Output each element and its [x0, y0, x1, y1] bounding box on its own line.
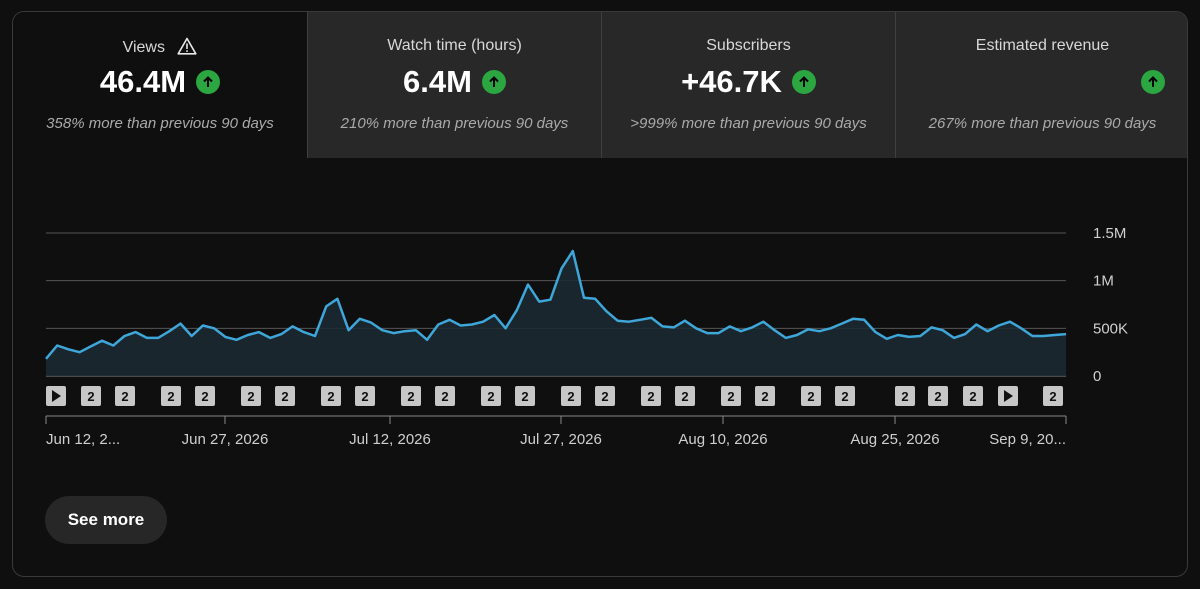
x-tick-label: Jul 12, 2026 [349, 431, 431, 448]
tab-estimated-revenue[interactable]: Estimated revenue 267% more than previou… [895, 12, 1187, 158]
tab-subscribers-note: >999% more than previous 90 days [630, 115, 867, 132]
x-tick-label: Aug 10, 2026 [678, 431, 767, 448]
video-marker-count [275, 386, 295, 406]
views-line [45, 249, 1067, 360]
tab-revenue-title: Estimated revenue [975, 37, 1110, 54]
play-icon [52, 390, 61, 402]
marker-count-label: 2 [647, 389, 654, 404]
video-marker-count [835, 386, 855, 406]
marker-count-label: 2 [681, 389, 688, 404]
video-marker-count [561, 386, 581, 406]
video-marker-count [161, 386, 181, 406]
video-marker-count [721, 386, 741, 406]
marker-count-label: 2 [201, 389, 208, 404]
arrow-up-icon [196, 70, 221, 94]
arrow-up-icon [1141, 70, 1165, 94]
video-marker-count [115, 386, 135, 406]
marker-count-label: 2 [441, 389, 448, 404]
marker-count-label: 2 [934, 389, 941, 404]
video-marker-count [675, 386, 695, 406]
video-marker-count [435, 386, 455, 406]
video-marker-count [963, 386, 983, 406]
metric-tabs: Views 46.4M 358% more than previous 90 d… [13, 12, 1187, 158]
video-marker-count [928, 386, 948, 406]
tab-subscribers[interactable]: Subscribers +46.7K >999% more than previ… [601, 12, 895, 158]
analytics-card: Views 46.4M 358% more than previous 90 d… [12, 11, 1188, 577]
views-area [46, 251, 1066, 376]
video-marker-count [355, 386, 375, 406]
x-tick-label: Jun 12, 2... [46, 431, 120, 448]
play-icon [1004, 390, 1013, 402]
video-marker-count [321, 386, 341, 406]
tab-views[interactable]: Views 46.4M 358% more than previous 90 d… [13, 12, 307, 158]
y-tick-label: 1M [1093, 273, 1114, 290]
tab-revenue-note: 267% more than previous 90 days [928, 115, 1157, 132]
video-marker-count [241, 386, 261, 406]
video-marker-count [595, 386, 615, 406]
video-marker-count [401, 386, 421, 406]
marker-count-label: 2 [807, 389, 814, 404]
marker-count-label: 2 [969, 389, 976, 404]
video-marker-count [1043, 386, 1063, 406]
arrow-up-icon [481, 70, 506, 94]
marker-count-label: 2 [247, 389, 254, 404]
see-more-button[interactable]: See more [45, 496, 167, 544]
tab-subscribers-title: Subscribers [706, 37, 791, 54]
marker-count-label: 2 [601, 389, 608, 404]
x-tick-label: Sep 9, 20... [989, 431, 1066, 448]
marker-count-label: 2 [841, 389, 848, 404]
video-marker-count [641, 386, 661, 406]
y-tick-label: 1.5M [1093, 225, 1126, 242]
video-marker-count [755, 386, 775, 406]
tab-watch-time-title: Watch time (hours) [387, 37, 522, 54]
tab-watch-time[interactable]: Watch time (hours) 6.4M 210% more than p… [307, 12, 601, 158]
video-marker-count [195, 386, 215, 406]
marker-count-label: 2 [567, 389, 574, 404]
tab-watch-time-note: 210% more than previous 90 days [340, 115, 569, 132]
video-marker-count [801, 386, 821, 406]
views-chart: 1.5M 1M 500K 0 2 2 2 2 2 2 2 2 2 2 2 2 2 2 2 2 2 2 2 2 2 2 2 2 Jun 1… [13, 158, 1187, 458]
y-tick-label: 0 [1093, 368, 1101, 385]
video-marker-count [81, 386, 101, 406]
video-marker-count [895, 386, 915, 406]
marker-count-label: 2 [87, 389, 94, 404]
tab-watch-time-value: 6.4M [403, 64, 472, 99]
marker-count-label: 2 [727, 389, 734, 404]
tab-views-note: 358% more than previous 90 days [46, 115, 274, 132]
y-tick-label: 500K [1093, 320, 1128, 337]
marker-count-label: 2 [761, 389, 768, 404]
marker-count-label: 2 [121, 389, 128, 404]
x-tick-label: Jul 27, 2026 [520, 431, 602, 448]
marker-count-label: 2 [487, 389, 494, 404]
video-marker-count [481, 386, 501, 406]
marker-count-label: 2 [281, 389, 288, 404]
marker-count-label: 2 [521, 389, 528, 404]
x-tick-label: Jun 27, 2026 [182, 431, 269, 448]
marker-count-label: 2 [1049, 389, 1056, 404]
marker-count-label: 2 [361, 389, 368, 404]
x-tick-label: Aug 25, 2026 [850, 431, 939, 448]
marker-count-label: 2 [901, 389, 908, 404]
marker-count-label: 2 [167, 389, 174, 404]
views-chart-svg: 1.5M 1M 500K 0 2 2 2 2 2 2 2 2 2 2 2 2 2 2 2 2 2 2 2 2 2 2 2 2 Jun 1… [45, 225, 1128, 448]
tab-views-title: Views [122, 39, 165, 56]
arrow-up-icon [791, 70, 816, 94]
tab-subscribers-value: +46.7K [681, 64, 782, 99]
marker-count-label: 2 [327, 389, 334, 404]
video-marker-count [515, 386, 535, 406]
tab-views-value: 46.4M [99, 64, 187, 99]
warning-icon [177, 37, 198, 60]
marker-count-label: 2 [407, 389, 414, 404]
